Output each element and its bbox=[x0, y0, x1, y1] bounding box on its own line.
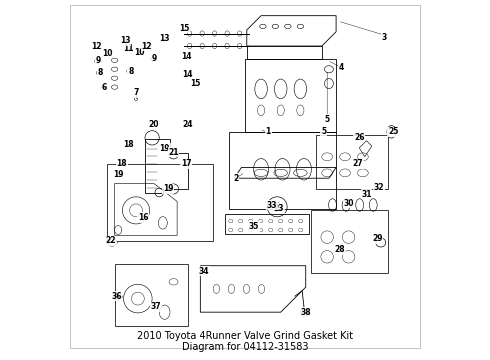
Text: 6: 6 bbox=[101, 83, 106, 92]
Text: 13: 13 bbox=[159, 35, 170, 44]
Text: 12: 12 bbox=[142, 41, 152, 50]
Text: 12: 12 bbox=[92, 42, 102, 51]
Text: 28: 28 bbox=[334, 245, 345, 254]
Text: 10: 10 bbox=[134, 48, 145, 57]
Text: 38: 38 bbox=[300, 308, 311, 317]
Text: 19: 19 bbox=[163, 184, 173, 193]
Text: 14: 14 bbox=[183, 70, 193, 79]
Text: 5: 5 bbox=[324, 115, 330, 124]
Text: 9: 9 bbox=[151, 54, 156, 63]
Text: 27: 27 bbox=[352, 159, 363, 168]
Text: 17: 17 bbox=[181, 159, 192, 168]
Text: 15: 15 bbox=[179, 24, 190, 33]
Text: 31: 31 bbox=[361, 190, 372, 199]
Text: 19: 19 bbox=[159, 144, 170, 153]
Text: 2: 2 bbox=[233, 174, 239, 183]
Text: 3: 3 bbox=[382, 33, 387, 42]
Text: 15: 15 bbox=[190, 79, 200, 88]
Text: 2010 Toyota 4Runner Valve Grind Gasket Kit
Diagram for 04112-31583: 2010 Toyota 4Runner Valve Grind Gasket K… bbox=[137, 330, 353, 352]
Text: 1: 1 bbox=[266, 127, 271, 136]
Text: 11: 11 bbox=[123, 44, 134, 53]
Text: 20: 20 bbox=[148, 120, 159, 129]
Text: 24: 24 bbox=[183, 120, 193, 129]
Text: 10: 10 bbox=[102, 49, 113, 58]
Text: 16: 16 bbox=[138, 213, 148, 222]
Text: 34: 34 bbox=[198, 267, 209, 276]
Text: 19: 19 bbox=[113, 170, 123, 179]
Text: 4: 4 bbox=[339, 63, 344, 72]
Text: 30: 30 bbox=[343, 199, 354, 208]
Text: 9: 9 bbox=[96, 56, 101, 65]
Text: 8: 8 bbox=[128, 67, 133, 76]
Text: 29: 29 bbox=[372, 234, 382, 243]
Text: 35: 35 bbox=[249, 222, 259, 231]
Text: 5: 5 bbox=[321, 127, 326, 136]
Text: 14: 14 bbox=[181, 52, 191, 61]
Text: 7: 7 bbox=[133, 88, 139, 97]
Text: 25: 25 bbox=[388, 127, 398, 136]
Text: 37: 37 bbox=[150, 302, 161, 311]
Text: 33: 33 bbox=[267, 201, 277, 210]
Text: 18: 18 bbox=[123, 140, 134, 149]
Text: 26: 26 bbox=[354, 132, 365, 141]
Text: 23: 23 bbox=[274, 204, 284, 213]
Text: 8: 8 bbox=[98, 68, 103, 77]
Text: 13: 13 bbox=[120, 36, 130, 45]
Text: 18: 18 bbox=[117, 159, 127, 168]
Text: 22: 22 bbox=[106, 236, 116, 245]
Text: 36: 36 bbox=[111, 292, 122, 301]
Text: 21: 21 bbox=[168, 148, 179, 157]
Text: 32: 32 bbox=[374, 183, 384, 192]
